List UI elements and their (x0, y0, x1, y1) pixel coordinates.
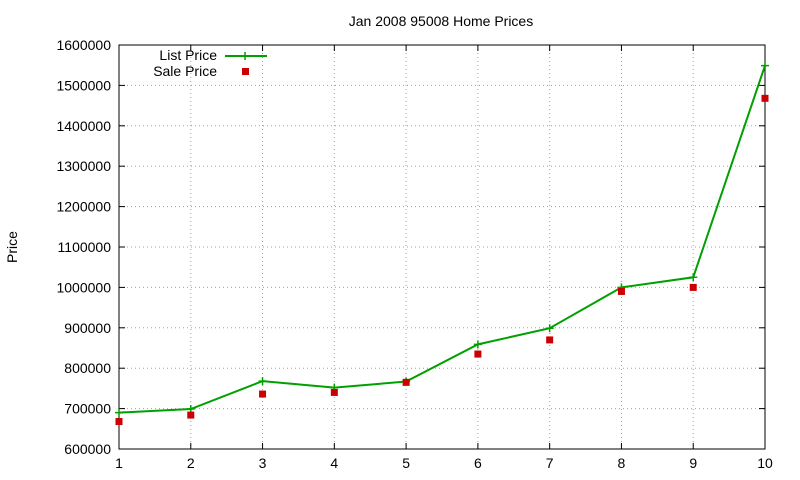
list-price-point (473, 340, 482, 349)
y-tick-label: 1500000 (56, 77, 111, 93)
x-tick-label: 8 (618, 455, 626, 471)
list-price-point (115, 408, 123, 417)
y-tick-label: 1100000 (58, 239, 112, 255)
legend-label-sale-price: Sale Price (153, 63, 217, 79)
y-axis-label: Price (4, 231, 20, 263)
series-layer (115, 61, 769, 426)
x-tick-label: 4 (330, 455, 338, 471)
list-price-point (545, 324, 554, 333)
chart-title: Jan 2008 95008 Home Prices (349, 13, 533, 29)
list-price-point (258, 377, 267, 386)
sale-price-point (617, 287, 625, 295)
y-tick-label: 1000000 (56, 279, 111, 295)
legend: List Price Sale Price (153, 47, 267, 79)
x-tick-label: 5 (402, 455, 410, 471)
sale-price-point (259, 390, 267, 398)
list-price-line (118, 65, 766, 414)
sale-price-point (402, 378, 410, 386)
grid-layer (119, 45, 765, 449)
sale-price-point (187, 411, 195, 419)
y-tick-label: 800000 (64, 360, 111, 376)
sale-price-point (689, 283, 697, 291)
x-tick-label: 1 (115, 455, 123, 471)
legend-marker-list-price (241, 52, 249, 60)
y-tick-label: 1200000 (56, 199, 111, 215)
sale-price-point (474, 350, 482, 358)
list-price-point (689, 273, 698, 282)
y-tick-label: 600000 (64, 441, 111, 457)
x-tick-label: 9 (689, 455, 697, 471)
tick-layer: 6000007000008000009000001000000110000012… (56, 37, 773, 471)
y-tick-label: 900000 (64, 320, 111, 336)
sale-price-point (546, 336, 554, 344)
sale-price-point (761, 94, 769, 102)
x-tick-label: 7 (546, 455, 554, 471)
sale-price-point (330, 388, 338, 396)
y-tick-label: 1400000 (56, 118, 111, 134)
y-tick-label: 700000 (64, 401, 111, 417)
legend-marker-sale-price (242, 68, 249, 75)
x-tick-label: 10 (757, 455, 773, 471)
x-tick-label: 6 (474, 455, 482, 471)
list-price-point (761, 61, 769, 70)
y-tick-label: 1600000 (56, 37, 111, 53)
y-tick-label: 1300000 (56, 158, 111, 174)
legend-label-list-price: List Price (159, 47, 217, 63)
sale-price-point (115, 418, 123, 426)
x-tick-label: 3 (259, 455, 267, 471)
x-tick-label: 2 (187, 455, 195, 471)
